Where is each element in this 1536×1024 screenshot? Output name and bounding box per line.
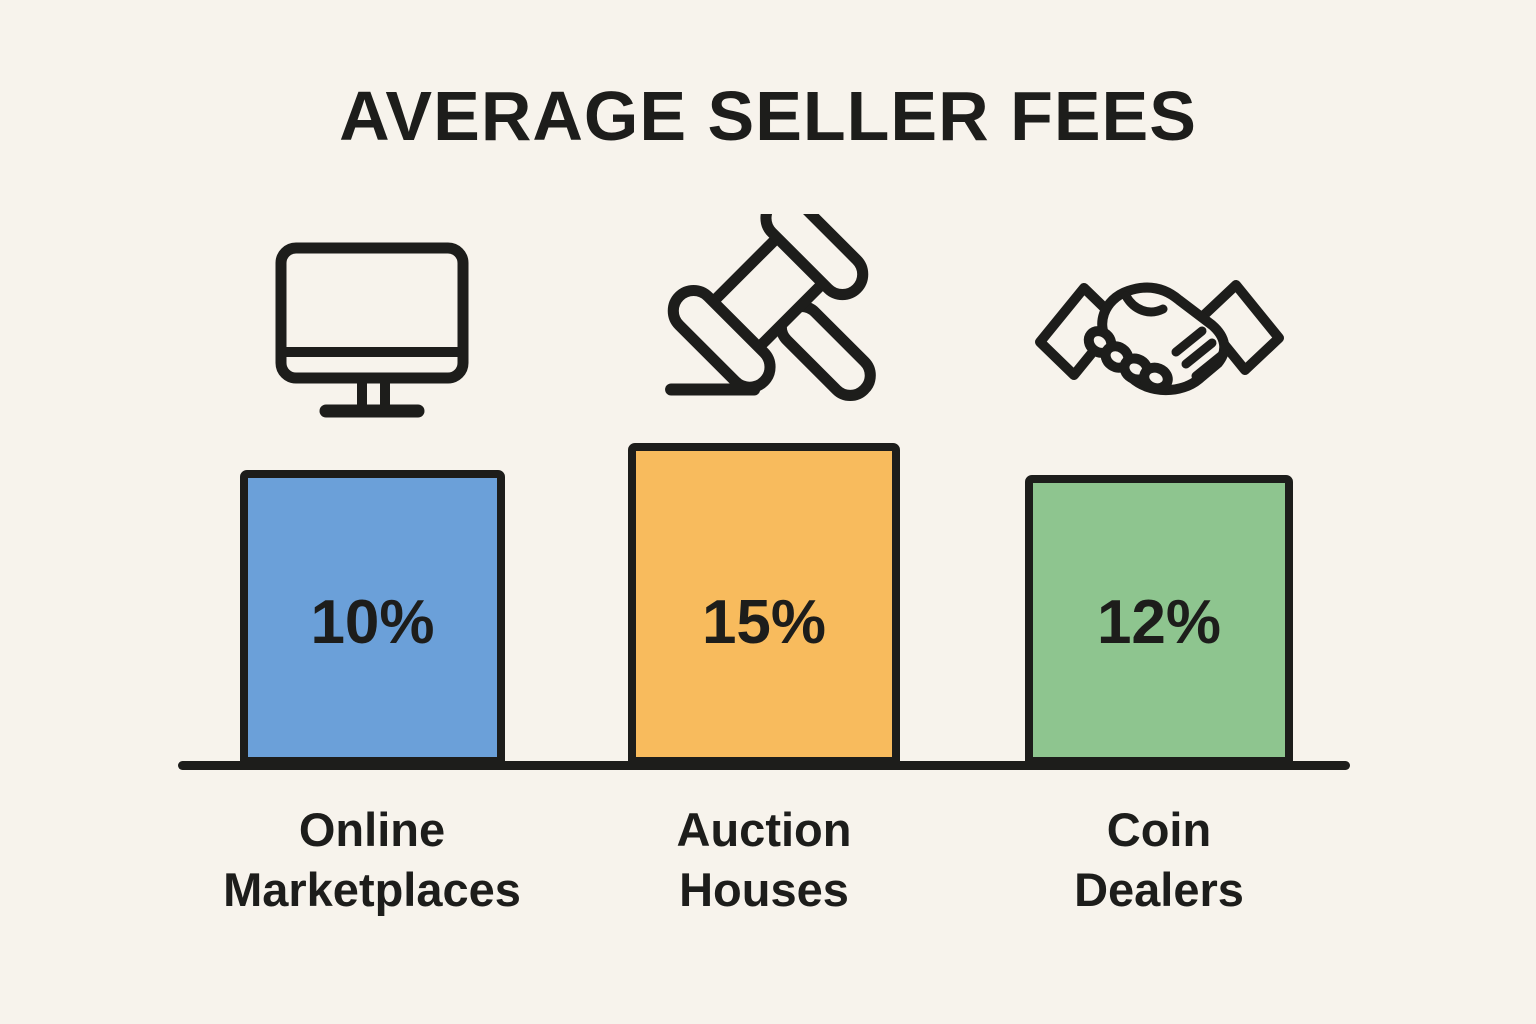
category-label-line: Houses [679,862,849,916]
gavel-icon [665,214,876,402]
category-label-auction-houses: Auction Houses [554,800,974,919]
chart-title: AVERAGE SELLER FEES [339,77,1197,155]
category-label-line: Dealers [1074,862,1244,916]
value-label-auction-houses: 15% [701,587,827,657]
bar-online-marketplaces [240,470,505,765]
handshake-icon [1035,280,1284,396]
category-label-line: Marketplaces [223,862,521,916]
category-label-line: Auction [676,803,852,856]
value-label-coin-dealers: 12% [1096,587,1222,657]
bar-coin-dealers [1025,475,1293,765]
x-axis-line [178,761,1350,770]
value-label-online-marketplaces: 10% [310,587,435,657]
category-label-online-marketplaces: Online Marketplaces [162,800,582,919]
category-label-coin-dealers: Coin Dealers [949,800,1369,919]
category-label-line: Online [298,803,446,856]
bar-auction-houses [628,443,900,765]
monitor-icon [275,242,469,418]
category-label-line: Coin [1106,803,1212,856]
